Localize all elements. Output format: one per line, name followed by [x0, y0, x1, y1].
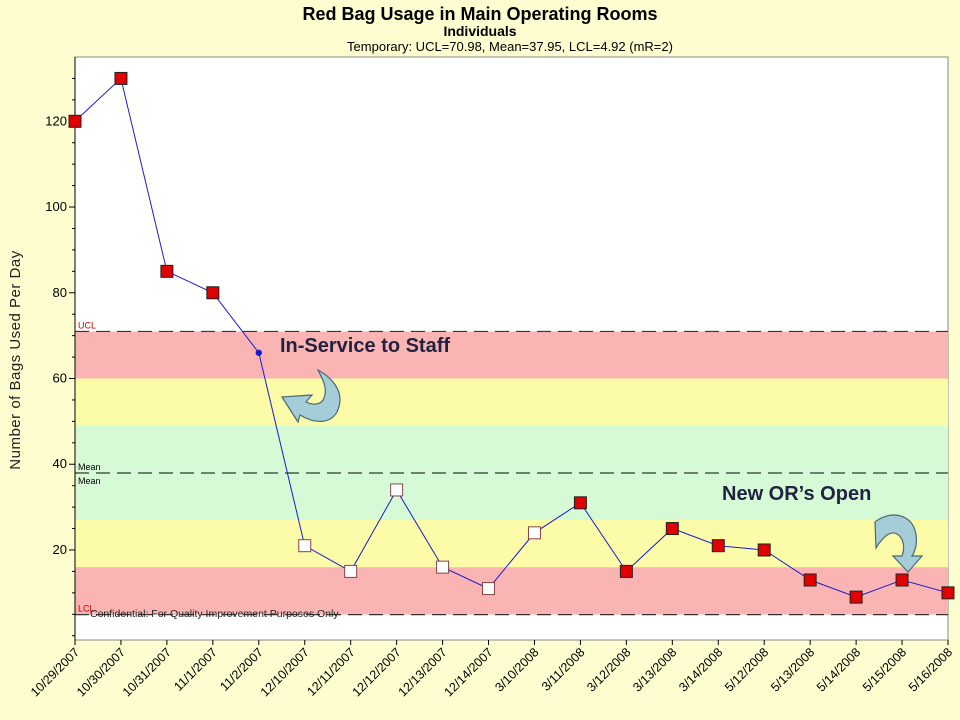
data-point — [803, 573, 817, 587]
chart-title: Red Bag Usage in Main Operating Rooms — [302, 4, 657, 24]
lcl-label: LCL — [78, 604, 95, 614]
y-tick-label: 20 — [53, 542, 67, 557]
x-tick-label: 3/14/2008 — [676, 645, 725, 694]
x-tick-label: 10/30/2007 — [74, 645, 128, 699]
curved-arrow-icon — [280, 368, 341, 424]
x-tick-label: 3/11/2008 — [539, 645, 588, 694]
data-point — [757, 543, 771, 557]
callout-in-service: In-Service to Staff — [280, 335, 450, 357]
x-tick-label: 10/29/2007 — [28, 645, 82, 699]
data-point — [436, 560, 450, 574]
x-tick-label: 12/13/2007 — [396, 645, 450, 699]
confidential-note: Confidential: For Quality Improvement Pu… — [90, 608, 339, 620]
y-tick-label: 100 — [45, 199, 67, 214]
x-tick-label: 11/2/2007 — [217, 645, 266, 694]
x-tick-label: 3/13/2008 — [630, 645, 679, 694]
x-tick-label: 3/10/2008 — [492, 645, 541, 694]
data-point — [573, 496, 587, 510]
data-point — [665, 522, 679, 536]
data-point — [68, 114, 82, 128]
data-point — [206, 286, 220, 300]
data-point — [390, 483, 404, 497]
chart-subtitle: Individuals — [443, 23, 516, 39]
data-point — [298, 539, 312, 553]
control-limit-lines: UCL Mean Mean LCL — [75, 320, 948, 616]
x-tick-label: 12/10/2007 — [258, 645, 312, 699]
data-point — [619, 564, 633, 578]
zone-band — [75, 331, 948, 379]
data-point — [711, 539, 725, 553]
callout-new-ors: New OR’s Open — [722, 483, 871, 505]
y-tick-label: 60 — [53, 371, 67, 386]
chart-limits-summary: Temporary: UCL=70.98, Mean=37.95, LCL=4.… — [347, 39, 673, 54]
x-tick-label: 5/14/2008 — [814, 645, 863, 694]
data-point — [344, 564, 358, 578]
data-point — [255, 349, 262, 356]
x-axis-ticks: 10/29/200710/30/200710/31/200711/1/20071… — [28, 640, 955, 699]
curved-arrow-icon — [874, 514, 924, 573]
data-point — [941, 586, 955, 600]
x-tick-label: 12/14/2007 — [442, 645, 496, 699]
data-point — [160, 264, 174, 278]
data-point — [527, 526, 541, 540]
ucl-label: UCL — [78, 320, 96, 330]
x-tick-label: 5/16/2008 — [906, 645, 955, 694]
x-tick-label: 5/13/2008 — [768, 645, 817, 694]
y-tick-label: 80 — [53, 285, 67, 300]
series-line — [74, 77, 949, 598]
x-tick-label: 12/12/2007 — [350, 645, 404, 699]
x-tick-label: 10/31/2007 — [120, 645, 174, 699]
data-points — [68, 71, 955, 604]
x-tick-label: 5/12/2008 — [722, 645, 771, 694]
x-tick-label: 5/15/2008 — [860, 645, 909, 694]
zone-band — [75, 378, 948, 426]
data-point — [482, 582, 496, 596]
y-tick-label: 120 — [45, 113, 67, 128]
y-axis-ticks: 20 40 60 80 100 120 — [45, 77, 75, 637]
y-axis-label: Number of Bags Used Per Day — [7, 250, 24, 469]
x-tick-label: 11/1/2007 — [171, 645, 220, 694]
mean-label: Mean — [78, 476, 101, 486]
data-point — [849, 590, 863, 604]
y-tick-label: 40 — [53, 456, 67, 471]
data-point — [895, 573, 909, 587]
mean-label: Mean — [78, 462, 101, 472]
x-tick-label: 3/12/2008 — [584, 645, 633, 694]
zone-band — [75, 519, 948, 568]
data-point — [114, 71, 128, 85]
